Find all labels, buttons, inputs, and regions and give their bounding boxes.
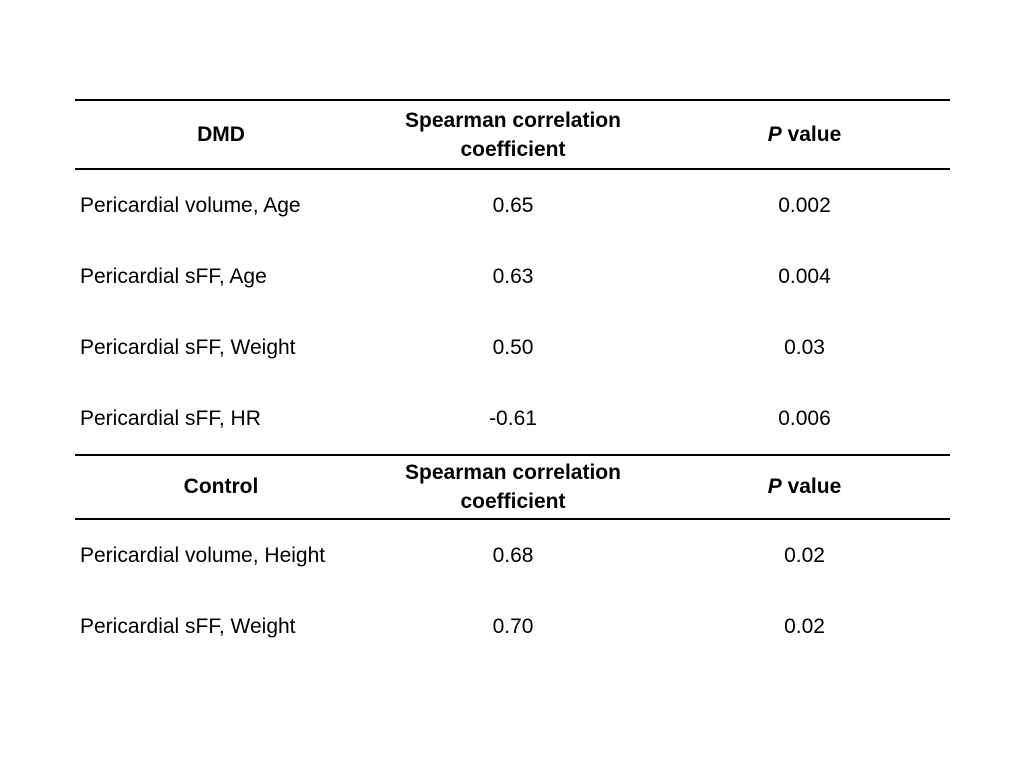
- table-row: Pericardial volume, Age 0.65 0.002: [75, 170, 950, 241]
- control-coefficient-header: Spearman correlation coefficient: [367, 458, 659, 516]
- coefficient-header-line1: Spearman correlation: [405, 108, 621, 132]
- variable-pair-label: Pericardial volume, Height: [80, 543, 326, 567]
- variable-pair-label: Pericardial sFF, HR: [80, 406, 261, 430]
- p-value: 0.002: [778, 193, 831, 217]
- dmd-pvalue-header: P value: [659, 123, 950, 147]
- pvalue-header-p: P: [767, 122, 782, 146]
- p-value: 0.02: [784, 614, 825, 638]
- control-rows: Pericardial volume, Height 0.68 0.02 Per…: [75, 520, 950, 662]
- coefficient-value: 0.68: [492, 543, 534, 567]
- coefficient-value: -0.61: [489, 406, 537, 430]
- coefficient-header-line2: coefficient: [460, 137, 566, 161]
- correlation-table: DMD Spearman correlation coefficient P v…: [75, 99, 950, 662]
- dmd-group-label: DMD: [197, 122, 245, 146]
- table-row: Pericardial sFF, Weight 0.50 0.03: [75, 312, 950, 383]
- dmd-header-row: DMD Spearman correlation coefficient P v…: [75, 99, 950, 170]
- dmd-rows: Pericardial volume, Age 0.65 0.002 Peric…: [75, 170, 950, 454]
- variable-pair-label: Pericardial sFF, Weight: [80, 335, 296, 359]
- table-row: Pericardial sFF, Weight 0.70 0.02: [75, 591, 950, 662]
- table-row: Pericardial sFF, HR -0.61 0.006: [75, 383, 950, 454]
- p-value: 0.006: [778, 406, 831, 430]
- variable-pair-label: Pericardial volume, Age: [80, 193, 301, 217]
- p-value: 0.004: [778, 264, 831, 288]
- control-pvalue-header: P value: [659, 475, 950, 499]
- dmd-coefficient-header: Spearman correlation coefficient: [367, 106, 659, 164]
- pvalue-header-rest: value: [781, 475, 842, 498]
- coefficient-header-line2: coefficient: [460, 490, 566, 513]
- control-group-label: Control: [183, 475, 259, 498]
- coefficient-value: 0.50: [492, 335, 534, 359]
- coefficient-value: 0.63: [492, 264, 534, 288]
- variable-pair-label: Pericardial sFF, Age: [80, 264, 267, 288]
- pvalue-header-p: P: [767, 475, 782, 498]
- coefficient-header-line1: Spearman correlation: [405, 461, 621, 484]
- p-value: 0.02: [784, 543, 825, 567]
- coefficient-value: 0.65: [492, 193, 534, 217]
- p-value: 0.03: [784, 335, 825, 359]
- table-row: Pericardial volume, Height 0.68 0.02: [75, 520, 950, 591]
- control-header-row: Control Spearman correlation coefficient…: [75, 454, 950, 520]
- coefficient-value: 0.70: [492, 614, 534, 638]
- table-row: Pericardial sFF, Age 0.63 0.004: [75, 241, 950, 312]
- variable-pair-label: Pericardial sFF, Weight: [80, 614, 296, 638]
- pvalue-header-rest: value: [781, 122, 842, 146]
